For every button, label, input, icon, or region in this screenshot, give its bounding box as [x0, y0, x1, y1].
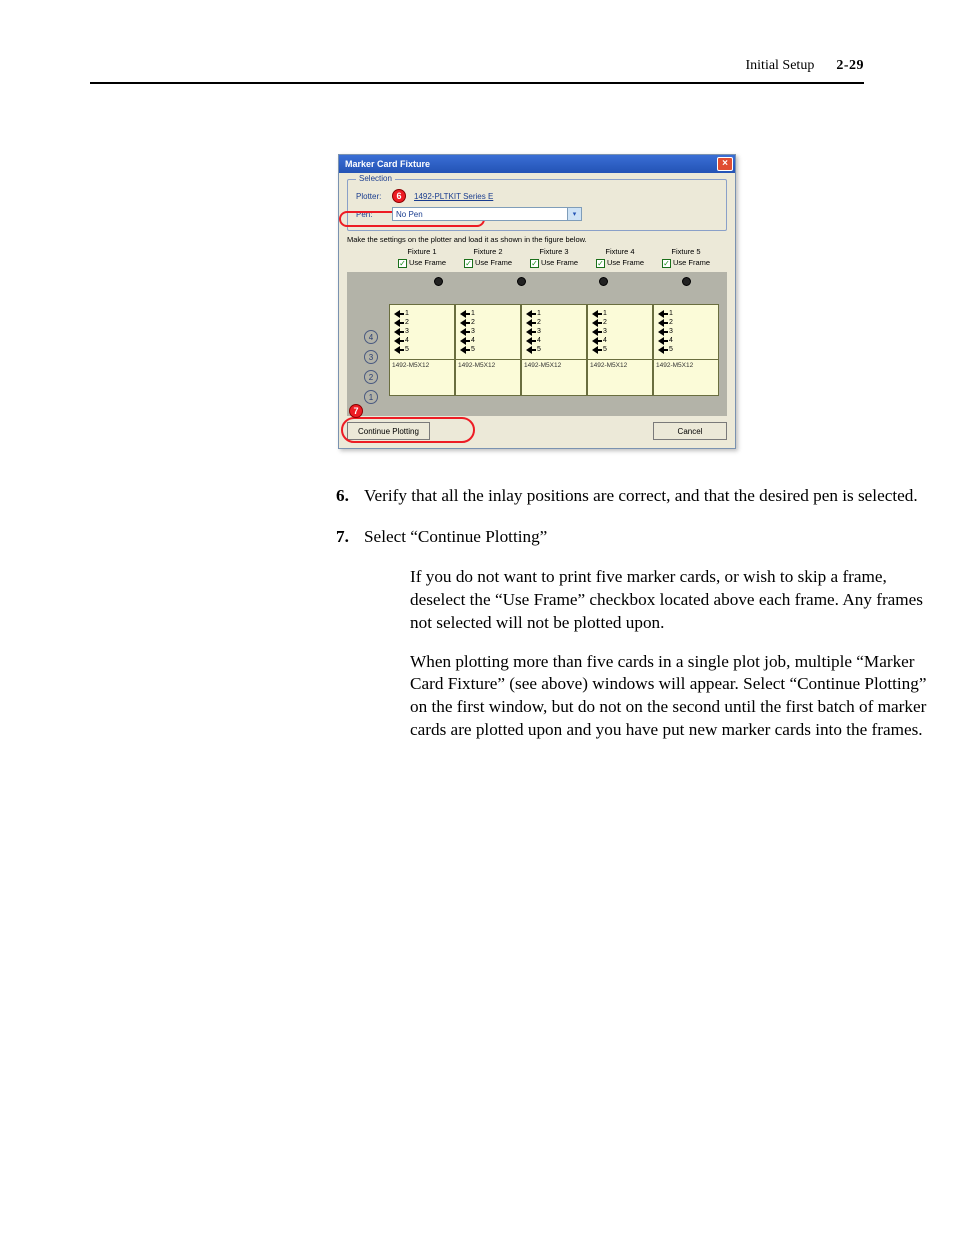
- peg-icon: [599, 277, 608, 286]
- paragraph: When plotting more than five cards in a …: [410, 651, 946, 742]
- card-label: 1492-M5X12: [455, 360, 521, 396]
- continue-plotting-button[interactable]: Continue Plotting: [347, 422, 430, 440]
- body-text: 6. Verify that all the inlay positions a…: [336, 485, 946, 741]
- selection-legend: Selection: [356, 174, 395, 183]
- peg-icon: [434, 277, 443, 286]
- card-label: 1492-M5X12: [587, 360, 653, 396]
- fixture-card: 1 2 3 4 5 1492-M5X12: [653, 304, 719, 404]
- use-frame-row: ✓Use Frame ✓Use Frame ✓Use Frame ✓Use Fr…: [347, 259, 727, 268]
- cancel-button[interactable]: Cancel: [653, 422, 727, 440]
- page-number: 2-29: [836, 58, 864, 74]
- step-text: Verify that all the inlay positions are …: [364, 485, 946, 508]
- use-frame-checkbox[interactable]: ✓: [464, 259, 473, 268]
- use-frame-checkbox[interactable]: ✓: [530, 259, 539, 268]
- fixture-card: 1 2 3 4 5 1492-M5X12: [521, 304, 587, 404]
- use-frame-label: Use Frame: [541, 259, 578, 268]
- row-indicator-column: 4 3 2 1: [353, 304, 389, 404]
- fixture-header: Fixture 2: [455, 247, 521, 256]
- selection-group: Selection Plotter: 6 1492-PLTKIT Series …: [347, 179, 727, 231]
- cards-row: 1 2 3 4 5 1492-M5X12 1 2: [389, 304, 719, 404]
- button-bar: 7 Continue Plotting Cancel: [347, 422, 727, 440]
- card-label: 1492-M5X12: [389, 360, 455, 396]
- pen-label: Pen:: [356, 210, 392, 219]
- dialog-window: Marker Card Fixture × Selection Plotter:…: [338, 154, 736, 449]
- plot-area: 4 3 2 1 1 2 3 4 5: [347, 272, 727, 416]
- pen-select[interactable]: No Pen ▾: [392, 207, 582, 221]
- fixture-header-row: Fixture 1 Fixture 2 Fixture 3 Fixture 4 …: [347, 247, 727, 256]
- use-frame-label: Use Frame: [409, 259, 446, 268]
- step-text: Select “Continue Plotting”: [364, 526, 946, 549]
- card-label: 1492-M5X12: [653, 360, 719, 396]
- use-frame-label: Use Frame: [607, 259, 644, 268]
- row-dot: 2: [364, 370, 378, 384]
- header-rule: [90, 82, 864, 84]
- fixture-header: Fixture 1: [389, 247, 455, 256]
- callout-6-badge: 6: [392, 189, 406, 203]
- plotter-label: Plotter:: [356, 192, 392, 201]
- peg-icon: [682, 277, 691, 286]
- row-dot: 1: [364, 390, 378, 404]
- titlebar: Marker Card Fixture ×: [339, 155, 735, 173]
- card-label: 1492-M5X12: [521, 360, 587, 396]
- fixture-header: Fixture 4: [587, 247, 653, 256]
- section-title: Initial Setup: [746, 58, 815, 74]
- plotter-name-link[interactable]: 1492-PLTKIT Series E: [414, 192, 493, 201]
- row-dot: 4: [364, 330, 378, 344]
- use-frame-checkbox[interactable]: ✓: [398, 259, 407, 268]
- window-title: Marker Card Fixture: [345, 159, 717, 169]
- row-dot: 3: [364, 350, 378, 364]
- instruction-text: Make the settings on the plotter and loa…: [347, 235, 727, 244]
- use-frame-label: Use Frame: [475, 259, 512, 268]
- fixture-header: Fixture 5: [653, 247, 719, 256]
- page-header: Initial Setup 2-29: [90, 58, 864, 74]
- fixture-header: Fixture 3: [521, 247, 587, 256]
- fixture-card: 1 2 3 4 5 1492-M5X12: [587, 304, 653, 404]
- chevron-down-icon[interactable]: ▾: [568, 207, 582, 221]
- use-frame-label: Use Frame: [673, 259, 710, 268]
- peg-rail: [347, 272, 727, 290]
- close-icon[interactable]: ×: [717, 157, 733, 171]
- callout-7-badge: 7: [349, 404, 363, 418]
- step-number: 7.: [336, 526, 364, 549]
- fixture-card: 1 2 3 4 5 1492-M5X12: [389, 304, 455, 404]
- step-number: 6.: [336, 485, 364, 508]
- peg-icon: [517, 277, 526, 286]
- paragraph: If you do not want to print five marker …: [410, 566, 946, 634]
- use-frame-checkbox[interactable]: ✓: [662, 259, 671, 268]
- pen-combobox[interactable]: No Pen: [392, 207, 568, 221]
- use-frame-checkbox[interactable]: ✓: [596, 259, 605, 268]
- fixture-card: 1 2 3 4 5 1492-M5X12: [455, 304, 521, 404]
